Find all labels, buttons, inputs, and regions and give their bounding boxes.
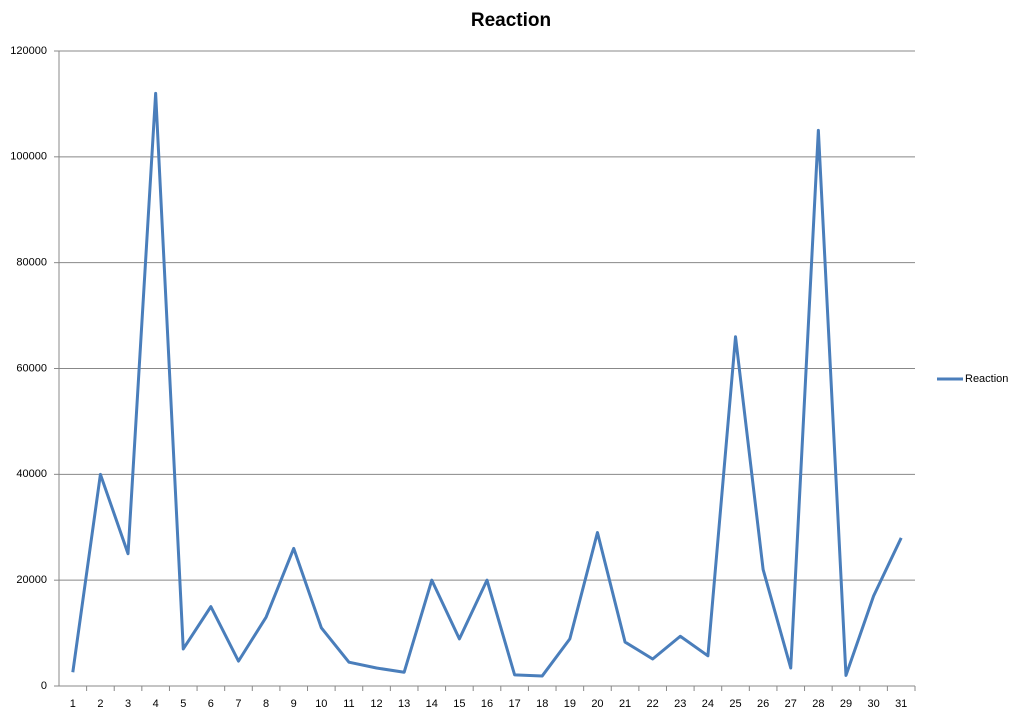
x-tick-label: 19 — [564, 698, 576, 710]
x-tick-label: 17 — [508, 698, 520, 710]
y-tick-label: 60000 — [16, 362, 47, 374]
x-tick-label: 10 — [315, 698, 327, 710]
x-tick-label: 2 — [97, 698, 103, 710]
x-tick-label: 13 — [398, 698, 410, 710]
x-tick-label: 27 — [785, 698, 797, 710]
x-tick-label: 25 — [729, 698, 741, 710]
legend-label: Reaction — [965, 373, 1008, 385]
x-tick-label: 15 — [453, 698, 465, 710]
x-tick-label: 24 — [702, 698, 714, 710]
x-tick-label: 23 — [674, 698, 686, 710]
data-line — [71, 91, 903, 678]
y-tick-label: 40000 — [16, 468, 47, 480]
x-tick-label: 31 — [895, 698, 907, 710]
x-tick-label: 5 — [180, 698, 186, 710]
x-tick-label: 11 — [343, 698, 354, 710]
y-tick-label: 0 — [41, 680, 47, 692]
x-tick-label: 29 — [840, 698, 852, 710]
y-tick-label: 20000 — [16, 574, 47, 586]
x-tick-label: 1 — [70, 698, 76, 710]
x-tick-label: 12 — [370, 698, 382, 710]
chart-title: Reaction — [471, 10, 551, 31]
x-tick-label: 16 — [481, 698, 493, 710]
x-tick-label: 3 — [125, 698, 131, 710]
y-tick-label: 120000 — [10, 45, 47, 57]
x-tick-label: 20 — [591, 698, 603, 710]
x-tick-label: 30 — [867, 698, 879, 710]
x-tick-label: 4 — [153, 698, 159, 710]
y-tick-label: 80000 — [16, 257, 47, 269]
x-tick-label: 8 — [263, 698, 269, 710]
x-tick-label: 18 — [536, 698, 548, 710]
x-tick-label: 22 — [647, 698, 659, 710]
x-tick-label: 26 — [757, 698, 769, 710]
x-tick-label: 21 — [619, 698, 631, 710]
x-tick-label: 14 — [426, 698, 438, 710]
x-tick-label: 9 — [291, 698, 297, 710]
x-tick-label: 6 — [208, 698, 214, 710]
x-tick-label: 7 — [235, 698, 241, 710]
y-tick-label: 100000 — [10, 151, 47, 163]
x-tick-label: 28 — [812, 698, 824, 710]
